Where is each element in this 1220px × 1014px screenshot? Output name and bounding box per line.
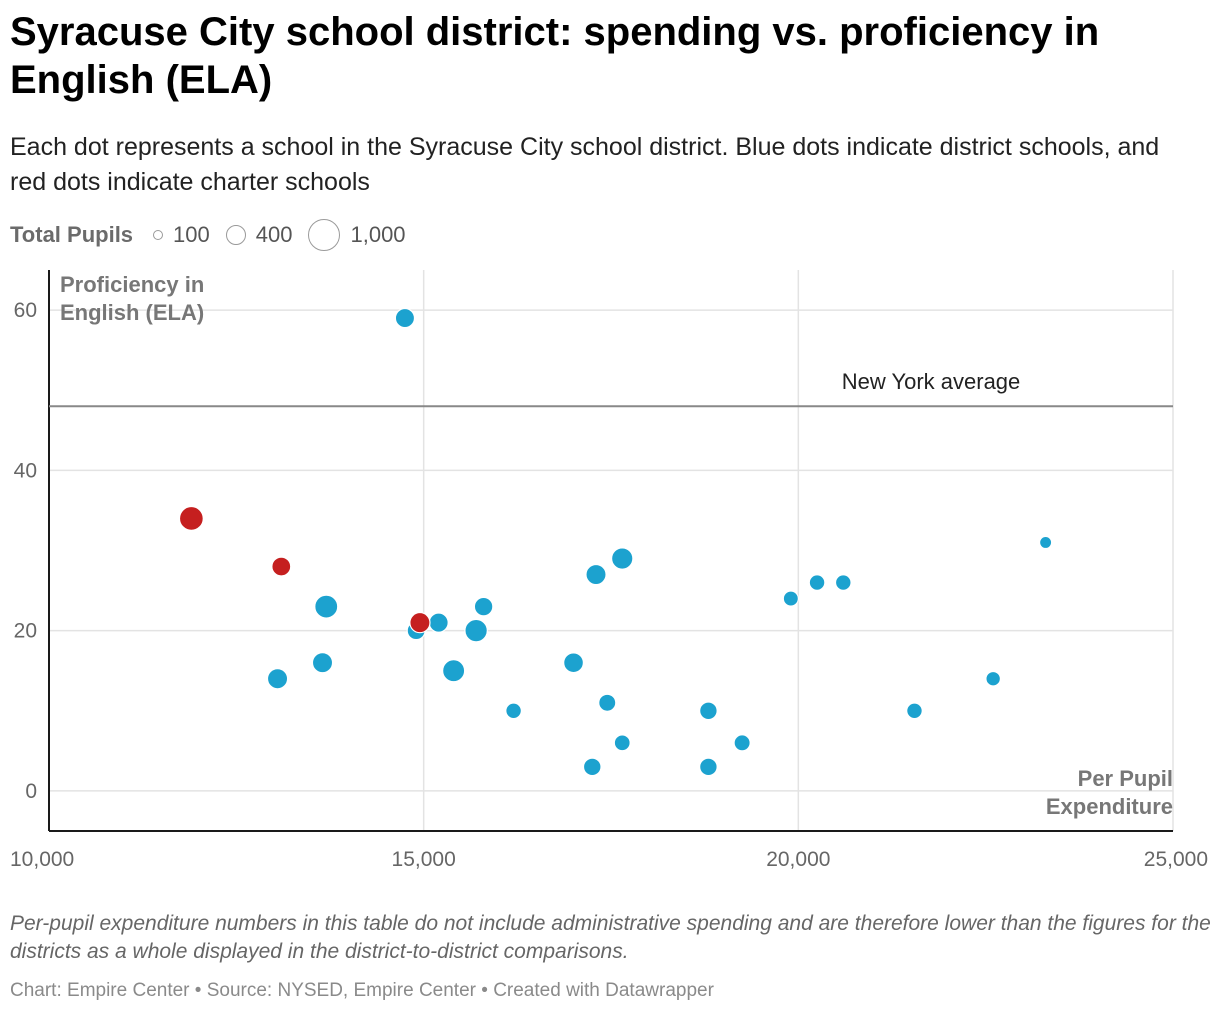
district-school-dot-2	[266, 668, 289, 690]
district-school-dot-4	[314, 594, 339, 619]
y-tick-label-40: 40	[14, 459, 37, 482]
legend-item-1000: 1,000	[308, 219, 406, 251]
district-school-dot-22	[834, 574, 852, 591]
legend-label-1000: 1,000	[350, 222, 406, 247]
x-tick-label-15000: 15,000	[392, 848, 456, 871]
legend-circle-large	[308, 219, 341, 251]
district-school-dot-21	[808, 574, 826, 591]
chart-byline: Chart: Empire Center • Source: NYSED, Em…	[10, 980, 714, 1001]
district-school-dot-10	[505, 702, 522, 720]
district-school-dot-25	[1038, 535, 1053, 550]
legend-label-100: 100	[173, 222, 210, 247]
y-axis-title-line-1: Proficiency in	[60, 272, 204, 297]
district-school-dot-19	[733, 734, 751, 752]
x-tick-label-10000: 10,000	[10, 848, 74, 871]
data-points	[178, 307, 1053, 777]
district-school-dot-7	[442, 659, 466, 683]
x-tick-label-20000: 20,000	[766, 848, 830, 871]
y-tick-label-60: 60	[14, 299, 37, 322]
legend-label-400: 400	[255, 222, 293, 247]
new-york-average-label: New York average	[842, 369, 1021, 394]
district-school-dot-9	[473, 596, 494, 617]
chart-title: Syracuse City school district: spending …	[10, 10, 1100, 102]
district-school-dot-15	[613, 734, 631, 752]
size-legend: Total Pupils 100 400 1,000	[10, 218, 422, 252]
gridlines	[49, 270, 1174, 831]
district-school-dot-14	[598, 693, 617, 712]
district-school-dot-12	[582, 757, 602, 777]
axis-labels: 0 20 40 60 10,000 15,000 20,000 25,000 New York …	[10, 272, 1208, 871]
x-axis-title-line-1: Per Pupil	[1078, 766, 1173, 791]
district-school-dot-11	[563, 652, 584, 674]
axes	[48, 270, 1173, 832]
district-school-dot-6	[428, 612, 449, 633]
district-school-dot-1	[394, 307, 416, 329]
charter-school-dot-3	[409, 611, 431, 634]
legend-circle-medium	[225, 225, 246, 245]
legend-title: Total Pupils	[10, 222, 134, 247]
y-axis-title-line-2: English (ELA)	[60, 300, 204, 325]
district-school-dot-17	[699, 701, 718, 721]
district-school-dot-13	[585, 563, 607, 586]
legend-item-100: 100	[153, 222, 210, 248]
legend-circle-small	[153, 230, 164, 240]
district-school-dot-18	[699, 757, 718, 777]
x-axis-title-line-2: Expenditure	[1046, 794, 1173, 819]
district-school-dot-24	[985, 670, 1002, 687]
district-school-dot-3	[311, 652, 334, 674]
district-school-dot-16	[610, 547, 634, 570]
chart-subtitle: Each dot represents a school in the Syra…	[10, 133, 1160, 196]
y-tick-label-0: 0	[25, 780, 37, 803]
charter-school-dot-2	[271, 556, 292, 577]
y-tick-label-20: 20	[14, 620, 37, 643]
scatter-chart: 0 20 40 60 10,000 15,000 20,000 25,000 New York …	[10, 270, 1208, 871]
district-school-dot-23	[906, 702, 923, 720]
chart-notes: Per-pupil expenditure numbers in this ta…	[10, 912, 1211, 963]
charter-school-dot-1	[178, 505, 204, 531]
legend-item-400: 400	[225, 222, 293, 248]
district-school-dot-20	[782, 590, 799, 607]
district-school-dot-8	[464, 618, 488, 643]
x-tick-label-25000: 25,000	[1144, 848, 1208, 871]
